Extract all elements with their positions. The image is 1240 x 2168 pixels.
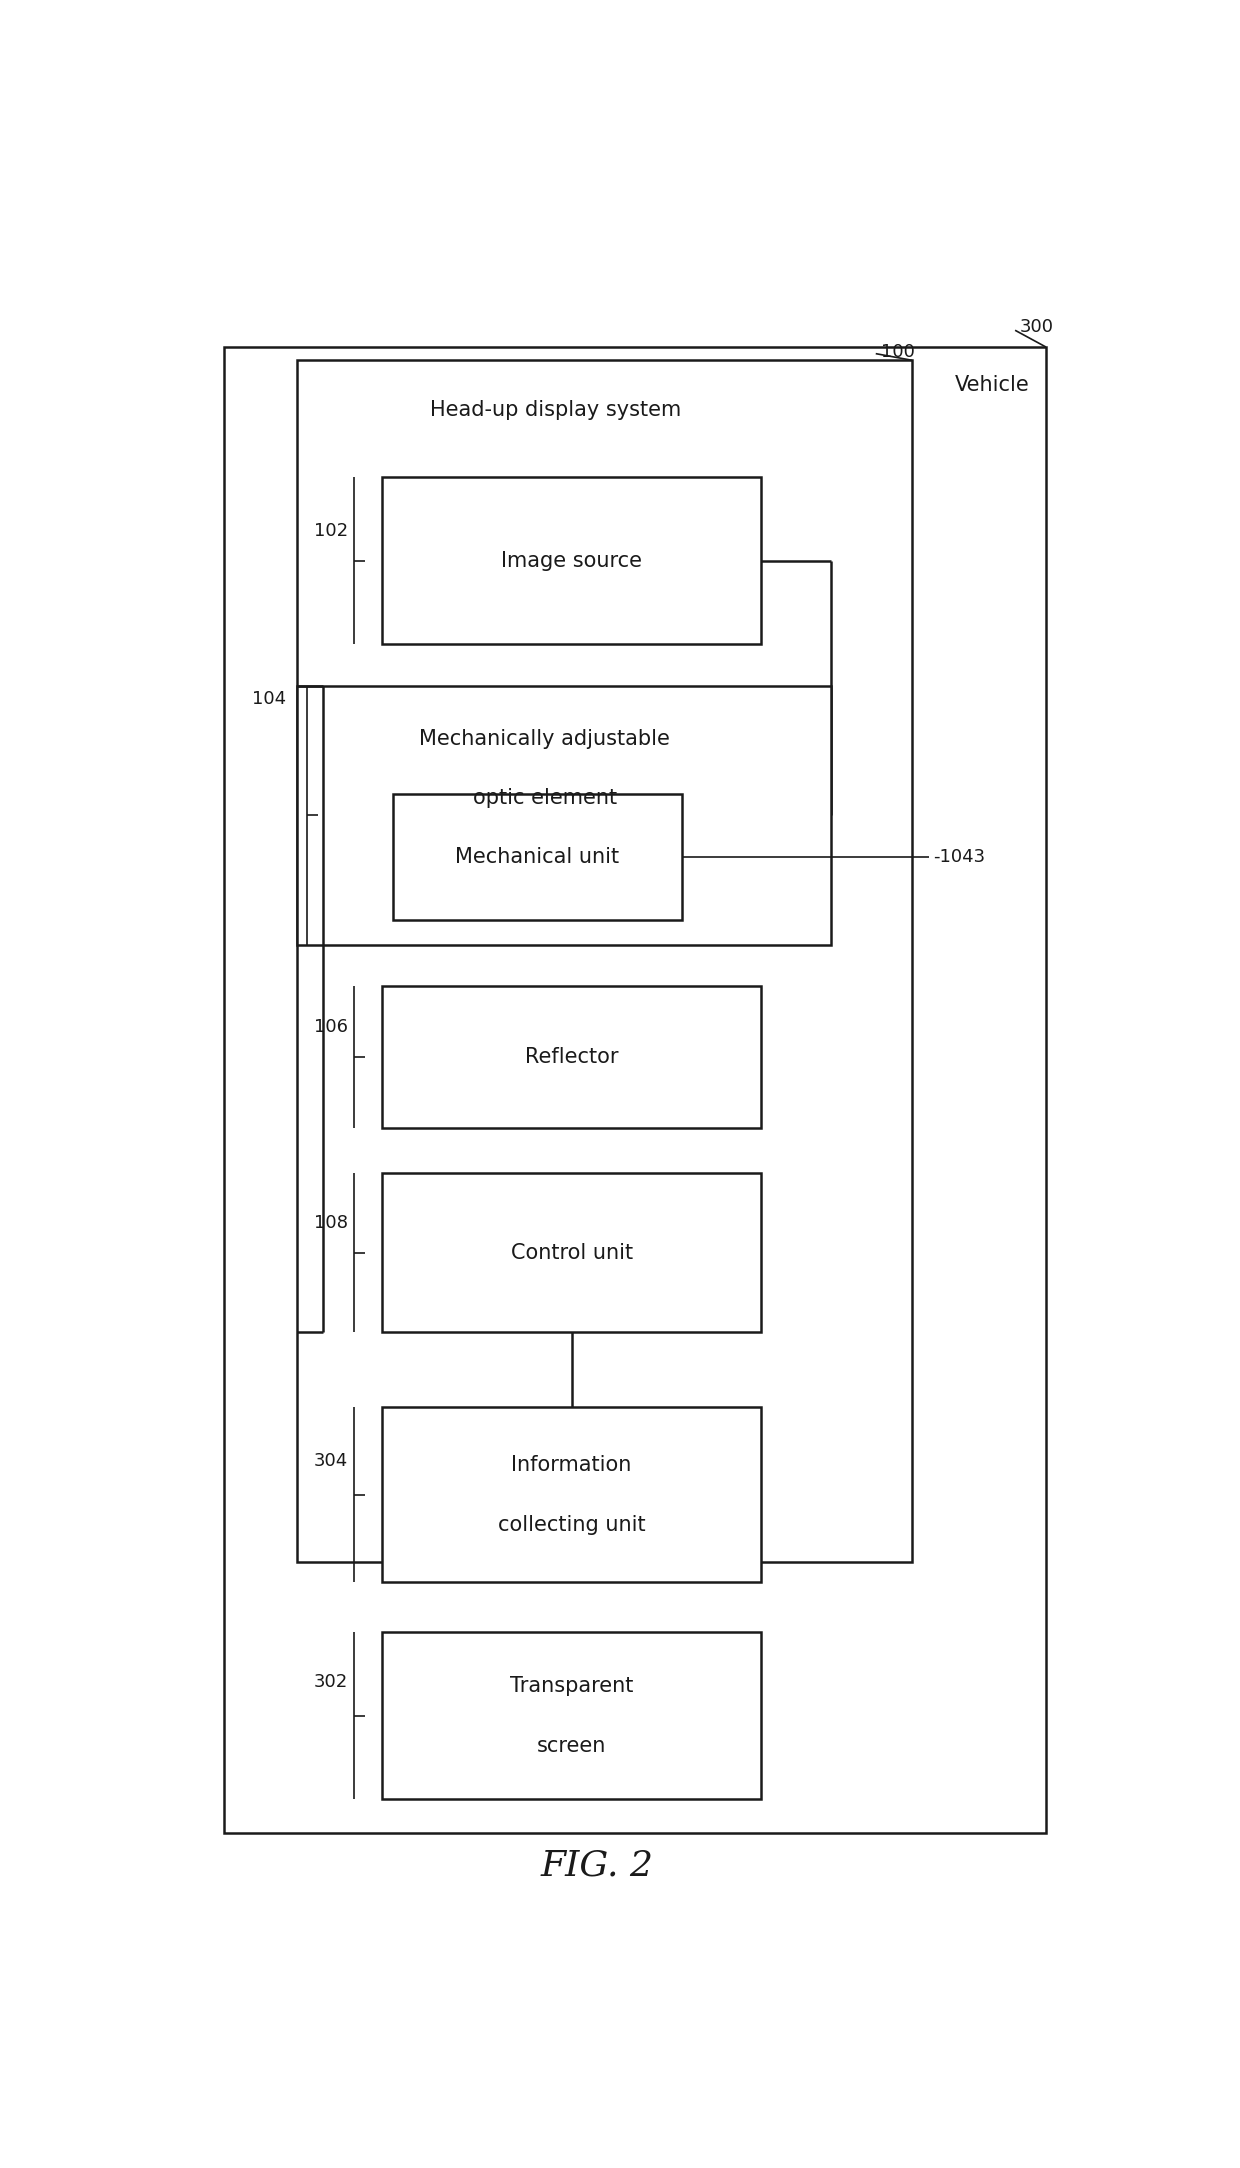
Bar [393, 793, 682, 919]
Text: Mechanical unit: Mechanical unit [455, 848, 620, 867]
Text: collecting unit: collecting unit [497, 1515, 645, 1535]
Text: 102: 102 [314, 522, 347, 540]
Text: -1043: -1043 [934, 848, 986, 865]
Bar [224, 347, 1045, 1832]
Text: Information: Information [511, 1455, 632, 1474]
Text: Mechanically adjustable: Mechanically adjustable [419, 728, 670, 750]
Bar [382, 1173, 761, 1331]
Text: 304: 304 [314, 1453, 347, 1470]
Text: optic element: optic element [472, 787, 616, 809]
Text: Vehicle: Vehicle [955, 375, 1029, 395]
Text: 106: 106 [314, 1019, 347, 1036]
Bar [382, 1407, 761, 1583]
Text: Image source: Image source [501, 551, 642, 570]
Text: 104: 104 [252, 689, 285, 709]
Text: 300: 300 [1019, 319, 1054, 336]
Text: Control unit: Control unit [511, 1242, 632, 1262]
Bar [298, 360, 913, 1563]
Text: 302: 302 [314, 1674, 347, 1691]
Text: 108: 108 [314, 1214, 347, 1231]
Bar [298, 685, 831, 945]
Bar [382, 1633, 761, 1799]
Bar [382, 986, 761, 1127]
Text: screen: screen [537, 1737, 606, 1756]
Text: Reflector: Reflector [525, 1047, 619, 1067]
Text: Head-up display system: Head-up display system [430, 401, 681, 421]
Text: 100: 100 [880, 343, 914, 362]
Bar [382, 477, 761, 644]
Text: Transparent: Transparent [510, 1676, 634, 1695]
Text: FIG. 2: FIG. 2 [541, 1849, 653, 1882]
